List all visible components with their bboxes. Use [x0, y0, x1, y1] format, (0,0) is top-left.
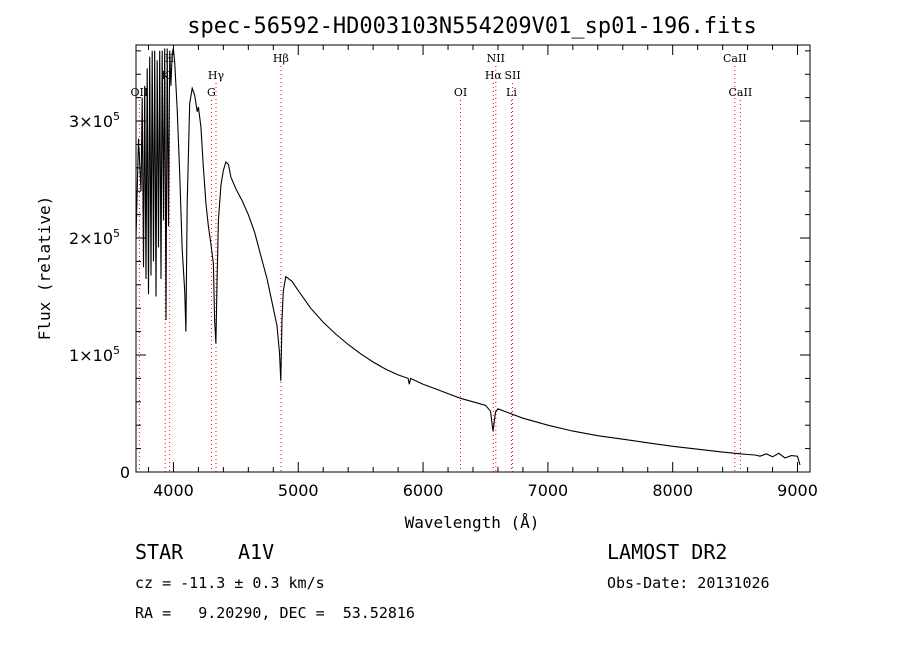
- line-label-0: OII: [131, 86, 149, 99]
- y-tick-label-1: 1×105: [69, 344, 120, 365]
- spectrum-series-0: [136, 48, 801, 466]
- y-tick-label-3: 3×105: [69, 110, 120, 131]
- x-tick-label-0: 4000: [153, 481, 194, 500]
- line-label-10: SII: [504, 69, 520, 82]
- plot-area: [136, 48, 801, 466]
- chart-title: spec-56592-HD003103N554209V01_sp01-196.f…: [187, 14, 757, 39]
- y-axis-label: Flux (relative): [35, 196, 54, 341]
- line-label-4: Hγ: [208, 69, 225, 82]
- line-label-11: CaII: [723, 52, 747, 65]
- line-label-12: CaII: [729, 86, 753, 99]
- object-type: STAR: [135, 540, 184, 564]
- line-label-6: OI: [454, 86, 467, 99]
- x-tick-label-3: 7000: [528, 481, 569, 500]
- plot-frame: [135, 44, 811, 473]
- line-label-3: G: [207, 86, 216, 99]
- y-tick-label-2: 2×105: [69, 227, 120, 248]
- obs-date: Obs-Date: 20131026: [607, 574, 770, 592]
- line-label-5: Hβ: [273, 52, 289, 65]
- spectrum-chart: spec-56592-HD003103N554209V01_sp01-196.f…: [35, 14, 818, 532]
- x-tick-label-1: 5000: [278, 481, 319, 500]
- x-tick-label-4: 8000: [652, 481, 693, 500]
- survey-name: LAMOST DR2: [607, 540, 728, 564]
- line-label-1: K: [161, 69, 170, 82]
- coordinates: RA = 9.20290, DEC = 53.52816: [135, 604, 415, 622]
- redshift-readout: cz = -11.3 ± 0.3 km/s: [135, 574, 325, 592]
- line-label-7: Hα: [485, 69, 503, 82]
- spectral-class: A1V: [238, 540, 275, 564]
- line-label-9: Li: [506, 86, 517, 99]
- x-tick-label-5: 9000: [777, 481, 818, 500]
- line-label-8: NII: [487, 52, 505, 65]
- y-tick-label-0: 0: [120, 463, 130, 482]
- x-axis-label: Wavelength (Å): [405, 513, 540, 532]
- x-tick-label-2: 6000: [403, 481, 444, 500]
- axes: 4000 5000 6000 7000 8000 9000 0 1×105 2×105 3×105: [69, 44, 818, 500]
